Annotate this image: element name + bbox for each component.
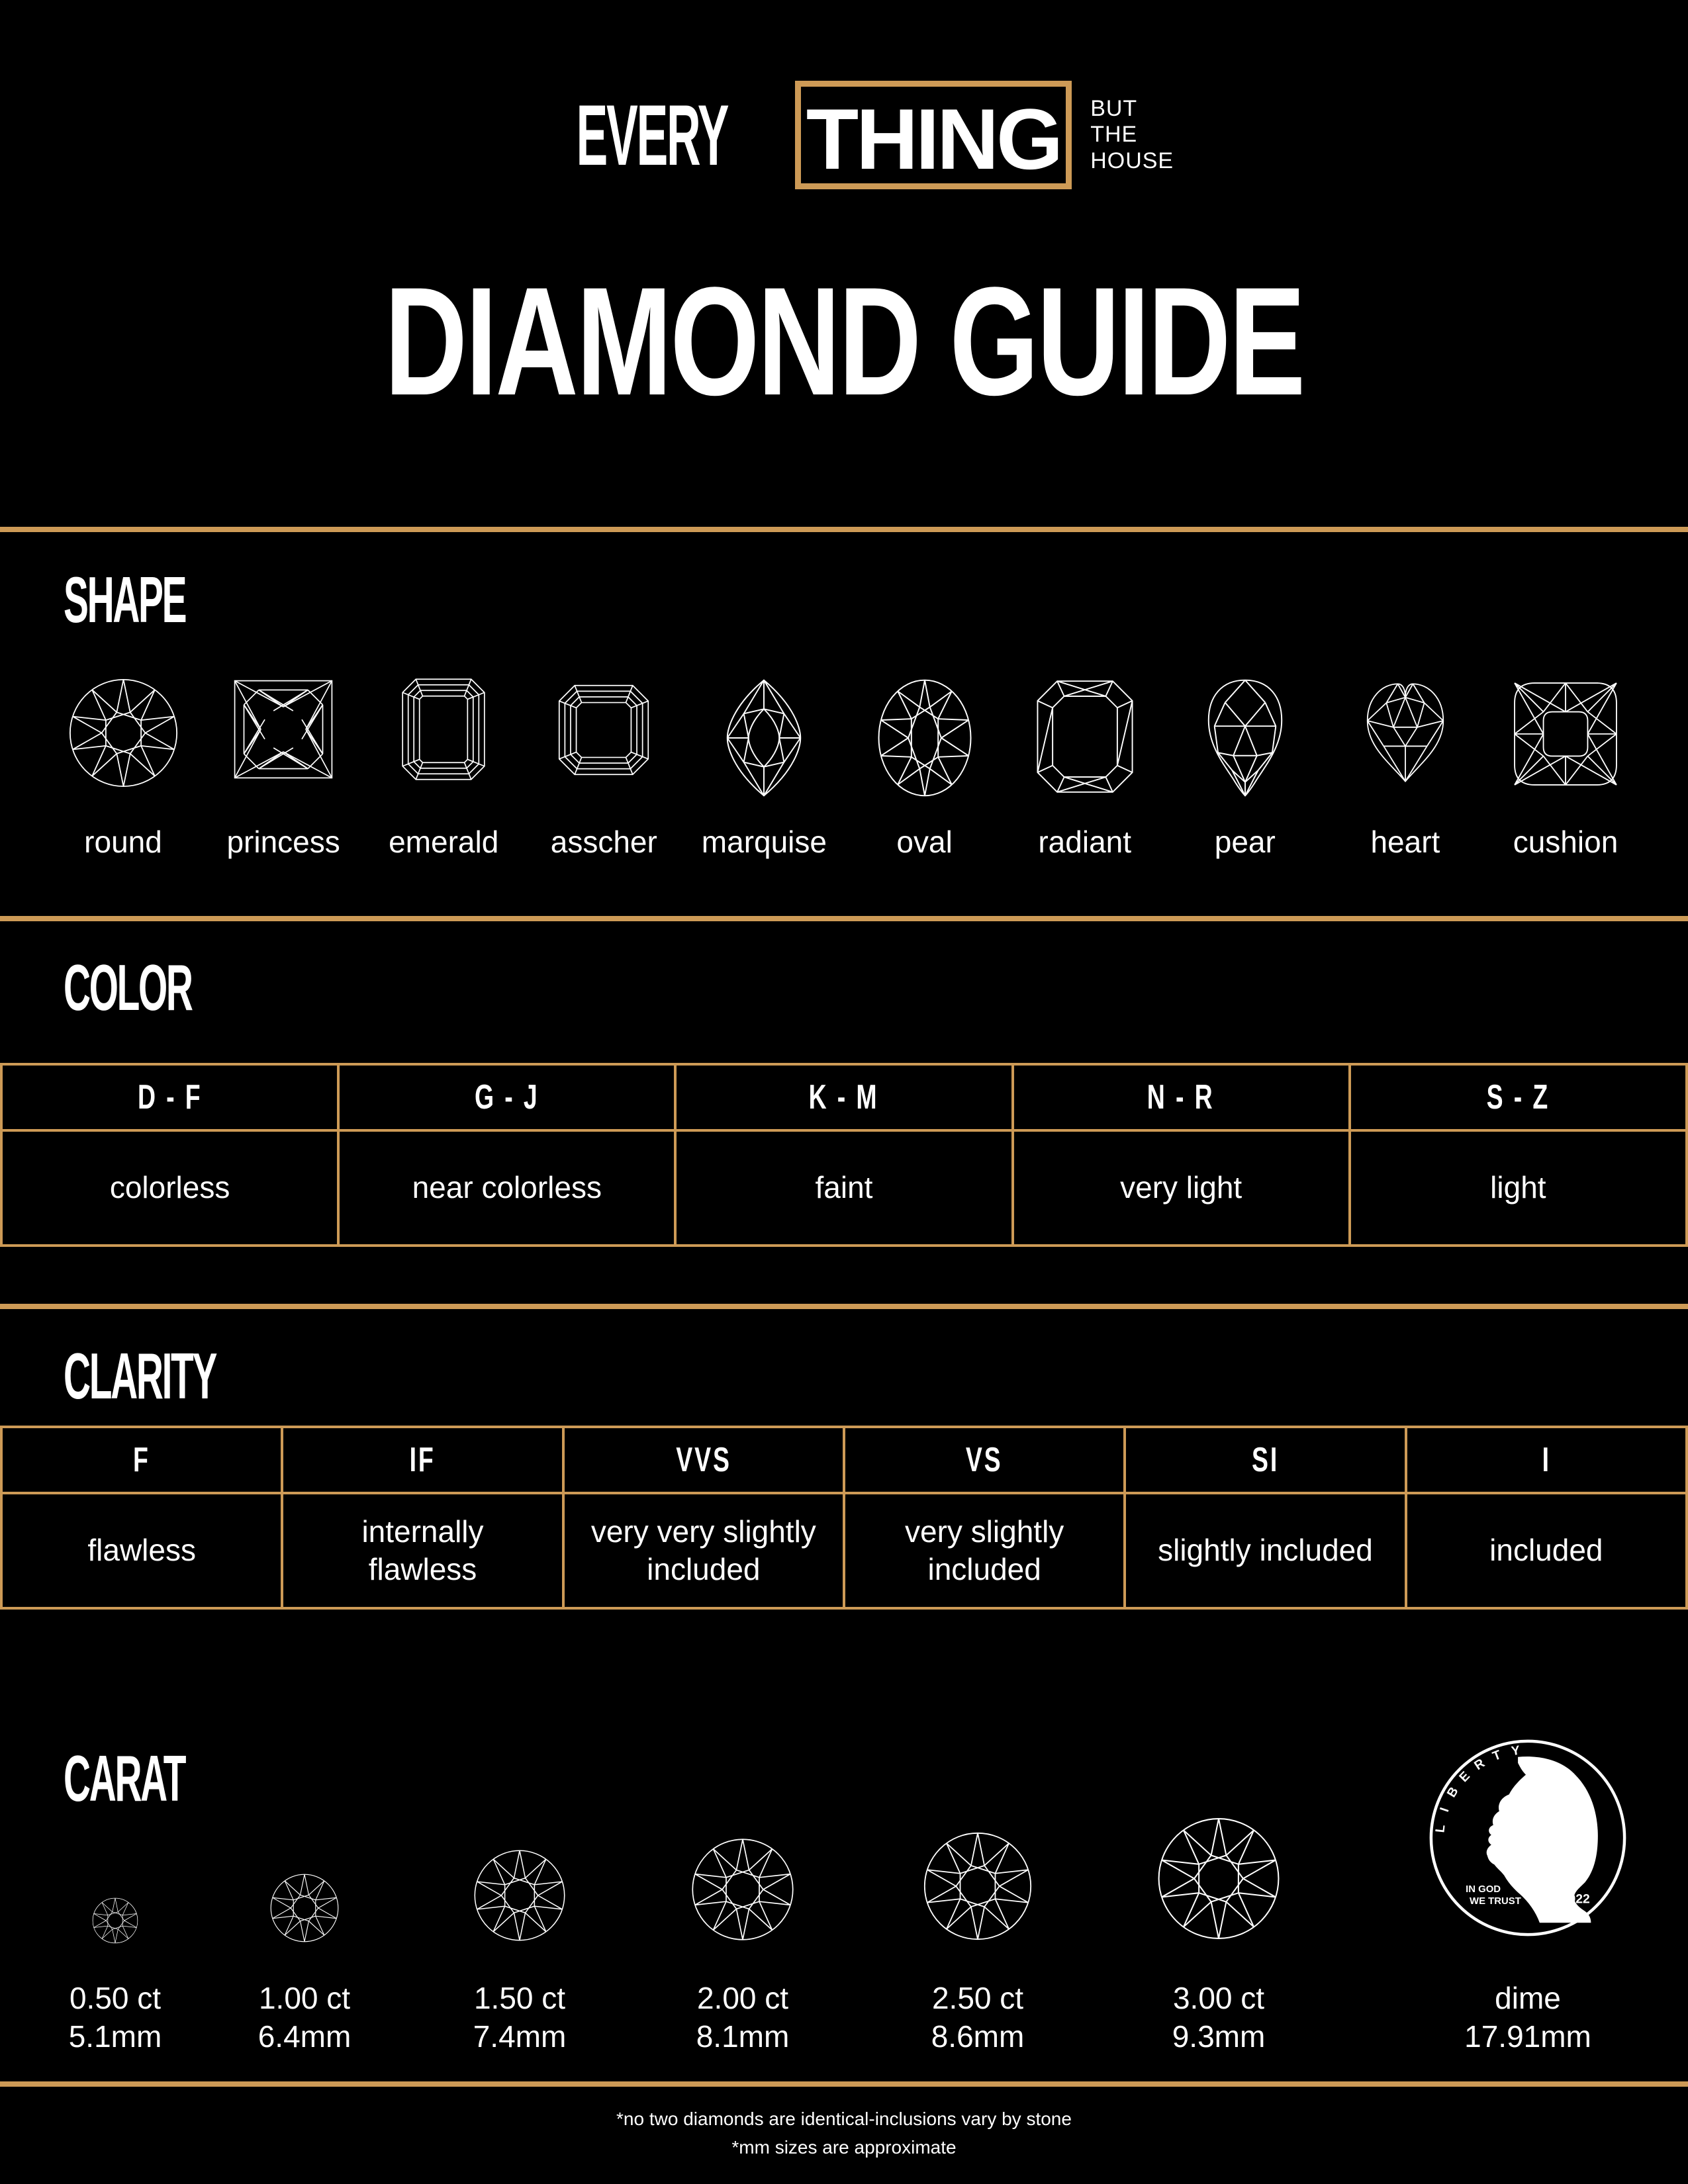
svg-text:2022: 2022 — [1562, 1891, 1590, 1906]
svg-text:T: T — [1491, 1747, 1503, 1764]
svg-text:L: L — [1432, 1824, 1448, 1833]
svg-text:Y: Y — [1511, 1743, 1521, 1759]
svg-text:I: I — [1437, 1805, 1452, 1813]
svg-text:IN GOD: IN GOD — [1466, 1884, 1501, 1895]
svg-text:E: E — [1456, 1768, 1473, 1785]
svg-text:R: R — [1472, 1756, 1487, 1773]
svg-text:WE TRUST: WE TRUST — [1470, 1896, 1521, 1907]
svg-text:B: B — [1444, 1784, 1462, 1799]
